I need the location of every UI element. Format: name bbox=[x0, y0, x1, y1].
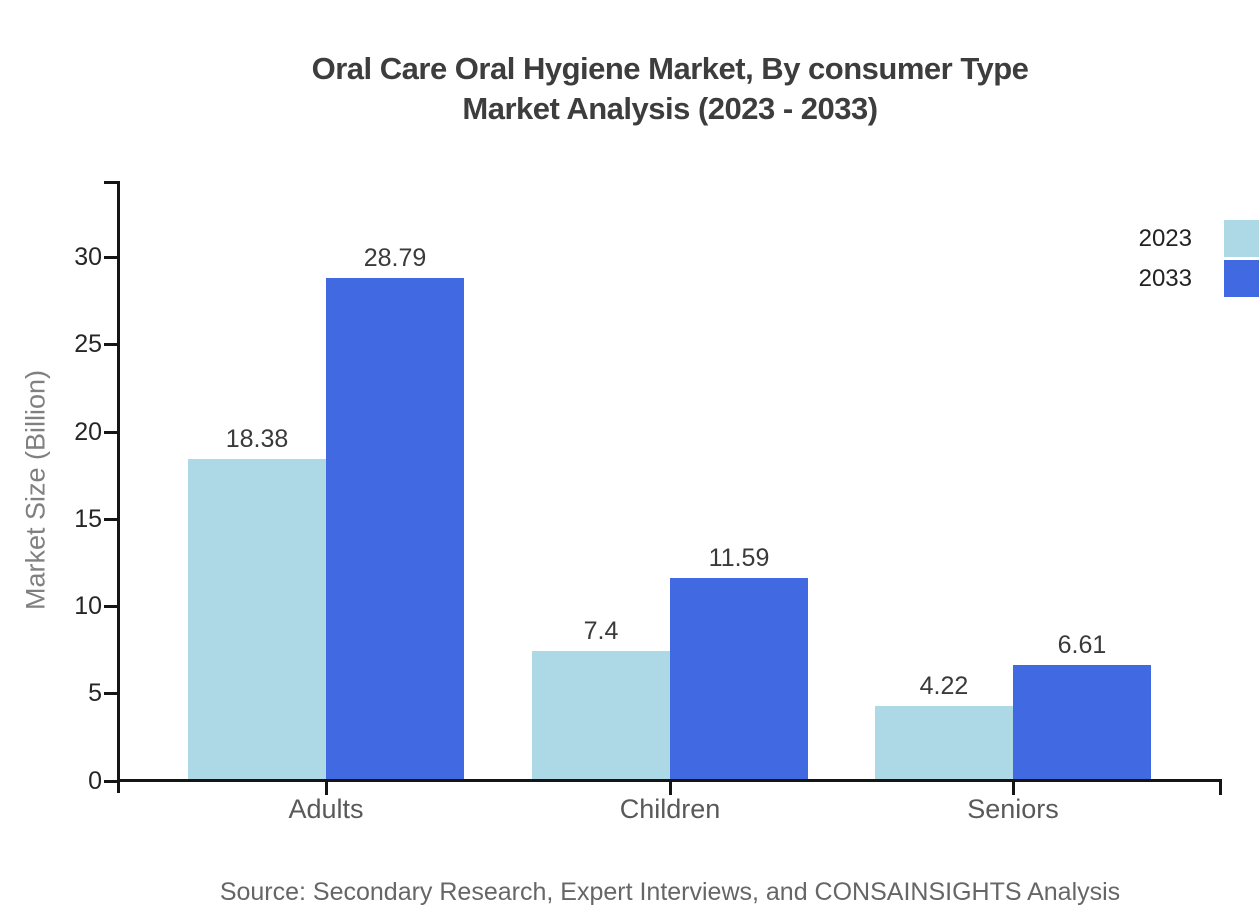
source-note: Source: Secondary Research, Expert Inter… bbox=[219, 878, 1121, 906]
y-tick-label-10: 10 bbox=[74, 592, 102, 620]
y-tick-label-30: 30 bbox=[74, 243, 102, 271]
legend-label-2033: 2033 bbox=[1138, 264, 1192, 292]
category-label-adults: Adults bbox=[288, 794, 364, 824]
y-tick-25 bbox=[104, 343, 117, 346]
y-tick-5 bbox=[104, 692, 117, 695]
y-tick-20 bbox=[104, 431, 117, 434]
y-tick-label-0: 0 bbox=[88, 767, 102, 795]
legend: 2023 2033 bbox=[1090, 220, 1259, 300]
y-tick-label-5: 5 bbox=[88, 679, 102, 707]
value-label-2033-seniors: 6.61 bbox=[1057, 631, 1107, 659]
chart-title-line1: Oral Care Oral Hygiene Market, By consum… bbox=[311, 51, 1029, 86]
bar-2033-seniors bbox=[1013, 665, 1151, 780]
legend-item-2033: 2033 bbox=[1090, 260, 1259, 297]
category-label-children: Children bbox=[619, 794, 721, 824]
legend-swatch-2023 bbox=[1224, 220, 1259, 257]
value-label-2033-children: 11.59 bbox=[708, 544, 770, 572]
y-tick-label-20: 20 bbox=[74, 418, 102, 446]
x-tick-adults bbox=[325, 782, 328, 795]
y-tick-label-25: 25 bbox=[74, 330, 102, 358]
value-label-2023-adults: 18.38 bbox=[225, 425, 289, 453]
bar-2033-adults bbox=[326, 278, 464, 780]
y-tick-15 bbox=[104, 518, 117, 521]
category-label-seniors: Seniors bbox=[967, 794, 1059, 824]
y-axis-end-cap bbox=[104, 181, 117, 184]
value-label-2023-seniors: 4.22 bbox=[919, 672, 969, 700]
x-tick-children bbox=[669, 782, 672, 795]
value-label-2033-adults: 28.79 bbox=[363, 244, 427, 272]
bar-2023-seniors bbox=[875, 706, 1013, 780]
y-tick-10 bbox=[104, 605, 117, 608]
y-tick-30 bbox=[104, 256, 117, 259]
y-axis-line bbox=[117, 181, 120, 793]
legend-item-2023: 2023 bbox=[1090, 220, 1259, 257]
bar-2023-children bbox=[532, 651, 670, 780]
legend-label-2023: 2023 bbox=[1138, 224, 1192, 252]
x-axis-line bbox=[117, 779, 1222, 782]
legend-swatch-2033 bbox=[1224, 260, 1259, 297]
chart-title: Oral Care Oral Hygiene Market, By consum… bbox=[90, 49, 1250, 129]
y-tick-0 bbox=[104, 780, 117, 783]
y-tick-label-15: 15 bbox=[74, 505, 102, 533]
chart-title-line2: Market Analysis (2023 - 2033) bbox=[462, 91, 878, 126]
x-tick-seniors bbox=[1012, 782, 1015, 795]
value-label-2023-children: 7.4 bbox=[583, 617, 619, 645]
x-axis-end-cap bbox=[1219, 782, 1222, 795]
bar-2033-children bbox=[670, 578, 808, 780]
bar-2023-adults bbox=[188, 459, 326, 780]
